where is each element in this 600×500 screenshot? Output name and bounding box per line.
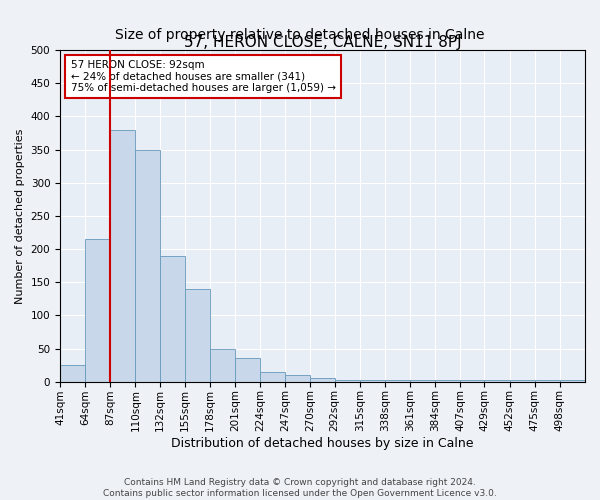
Bar	[160, 256, 185, 382]
Text: Size of property relative to detached houses in Calne: Size of property relative to detached ho…	[115, 28, 485, 42]
X-axis label: Distribution of detached houses by size in Calne: Distribution of detached houses by size …	[171, 437, 474, 450]
Bar	[260, 372, 286, 382]
Bar	[310, 378, 335, 382]
Bar	[210, 348, 235, 382]
Bar	[286, 375, 310, 382]
Bar	[185, 289, 210, 382]
Bar	[410, 380, 435, 382]
Bar	[509, 380, 535, 382]
Bar	[335, 380, 359, 382]
Text: Contains HM Land Registry data © Crown copyright and database right 2024.
Contai: Contains HM Land Registry data © Crown c…	[103, 478, 497, 498]
Bar	[460, 380, 484, 382]
Y-axis label: Number of detached properties: Number of detached properties	[15, 128, 25, 304]
Bar	[359, 380, 385, 382]
Bar	[60, 365, 85, 382]
Bar	[235, 358, 260, 382]
Text: 57 HERON CLOSE: 92sqm
← 24% of detached houses are smaller (341)
75% of semi-det: 57 HERON CLOSE: 92sqm ← 24% of detached …	[71, 60, 335, 93]
Bar	[435, 380, 460, 382]
Bar	[560, 380, 585, 382]
Bar	[85, 239, 110, 382]
Bar	[535, 380, 560, 382]
Bar	[385, 380, 410, 382]
Bar	[136, 150, 160, 382]
Bar	[110, 130, 136, 382]
Bar	[484, 380, 509, 382]
Title: 57, HERON CLOSE, CALNE, SN11 8PJ: 57, HERON CLOSE, CALNE, SN11 8PJ	[184, 35, 461, 50]
